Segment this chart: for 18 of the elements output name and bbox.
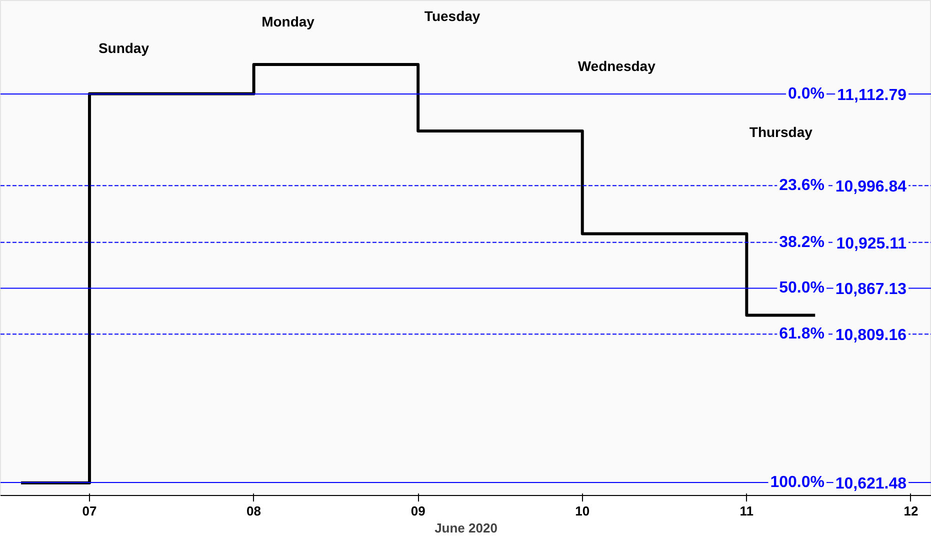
x-tick-label: 09 bbox=[410, 504, 426, 518]
annotation: Thursday bbox=[749, 124, 813, 140]
annotation: Tuesday bbox=[424, 8, 480, 24]
x-axis-title: June 2020 bbox=[434, 520, 498, 536]
x-tick-label: 07 bbox=[82, 504, 97, 518]
x-tick-label: 12 bbox=[904, 504, 918, 518]
x-tick-label: 11 bbox=[740, 504, 754, 518]
ref-line-label: 100.0% 10,621.48 bbox=[770, 474, 907, 492]
ref-line-label: 50.0% 10,867.13 bbox=[779, 280, 907, 298]
ref-line-label: 38.2% 10,925.11 bbox=[779, 234, 907, 252]
ref-line-label: 61.8% 10,809.16 bbox=[779, 326, 907, 344]
x-tick-label: 10 bbox=[575, 504, 590, 518]
ref-line-label: 0.0% 11,112.79 bbox=[788, 85, 907, 104]
annotation: Sunday bbox=[98, 40, 150, 56]
x-tick-label: 08 bbox=[246, 504, 262, 518]
ref-line-label: 23.6% 10,996.84 bbox=[779, 177, 907, 196]
annotation: Monday bbox=[262, 14, 315, 30]
annotation: Wednesday bbox=[578, 58, 656, 74]
